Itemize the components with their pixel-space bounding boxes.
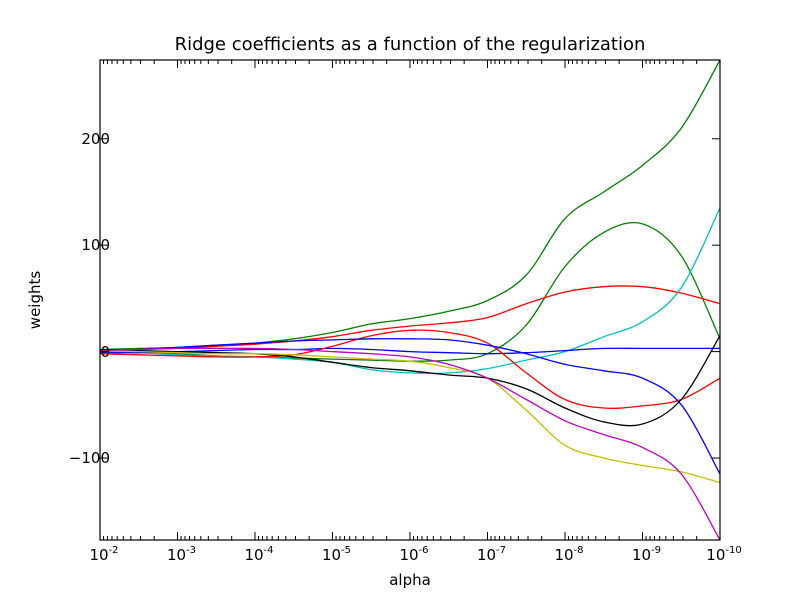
y-tick-label: 100 (81, 236, 110, 255)
chart-title: Ridge coefficients as a function of the … (174, 34, 646, 55)
x-axis-label: alpha (389, 571, 431, 589)
x-tick-label: 10-8 (554, 545, 584, 564)
series-line-coef_9 (99, 349, 721, 484)
series-line-coef_7 (99, 338, 721, 475)
series-line-coef_3 (99, 285, 721, 352)
axis-ticks (99, 60, 721, 540)
series-line-coef_5 (99, 347, 720, 355)
y-tick-label: 200 (81, 129, 110, 148)
series-line-coef_8 (99, 335, 721, 427)
x-tick-label: 10-4 (244, 545, 274, 564)
plot-frame (99, 59, 721, 541)
x-tick-label: 10-2 (89, 545, 119, 564)
x-tick-label: 10-6 (399, 545, 429, 564)
series-line-coef_2 (99, 221, 721, 362)
y-tick-label: −100 (68, 449, 110, 468)
series-line-coef_10 (99, 347, 721, 541)
x-tick-label: 10-10 (706, 545, 742, 564)
series-line-coef_4 (99, 207, 721, 374)
x-tick-label: 10-5 (321, 545, 352, 564)
x-tick-label: 10-3 (166, 545, 197, 564)
y-axis-label: weights (26, 270, 44, 330)
series-lines (99, 59, 721, 541)
y-tick-label: 0 (100, 342, 110, 361)
x-tick-label: 10-9 (631, 545, 662, 564)
series-line-coef_1 (99, 59, 721, 351)
series-line-coef_6 (99, 329, 721, 409)
x-tick-label: 10-7 (476, 545, 507, 564)
